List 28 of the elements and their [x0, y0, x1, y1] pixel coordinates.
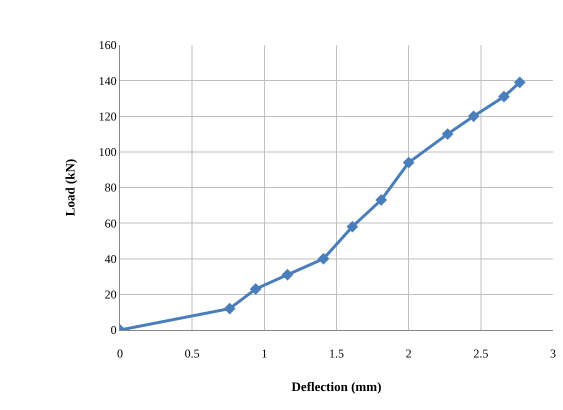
y-tick-label: 40	[104, 252, 117, 266]
x-tick-label: 0.5	[184, 346, 200, 360]
y-tick-label: 120	[98, 109, 117, 124]
y-axis-title: Load (kN)	[62, 158, 78, 216]
x-tick-label: 2	[406, 346, 412, 360]
x-tick-label: 1	[261, 346, 268, 360]
x-tick-label: 2.5	[473, 346, 488, 360]
y-tick-label: 140	[98, 74, 117, 88]
point	[498, 90, 510, 103]
point	[375, 194, 388, 206]
y-tick-label: 80	[104, 180, 117, 195]
y-tick-label: 20	[104, 288, 117, 302]
point	[282, 268, 294, 281]
x-tick-label: 3	[550, 346, 556, 360]
x-tick-label: 1.5	[329, 346, 344, 360]
point	[402, 156, 415, 168]
point	[250, 283, 262, 295]
y-tick-label: 160	[98, 38, 117, 52]
point	[224, 302, 236, 314]
y-tick-label: 60	[104, 216, 117, 230]
y-tick-label: 100	[98, 145, 117, 160]
point	[346, 220, 358, 233]
x-axis-title: Deflection (mm)	[292, 379, 382, 394]
point	[514, 76, 526, 88]
point	[468, 110, 480, 122]
y-tick-label: 0	[110, 323, 117, 338]
point	[318, 252, 330, 265]
point	[442, 128, 454, 140]
